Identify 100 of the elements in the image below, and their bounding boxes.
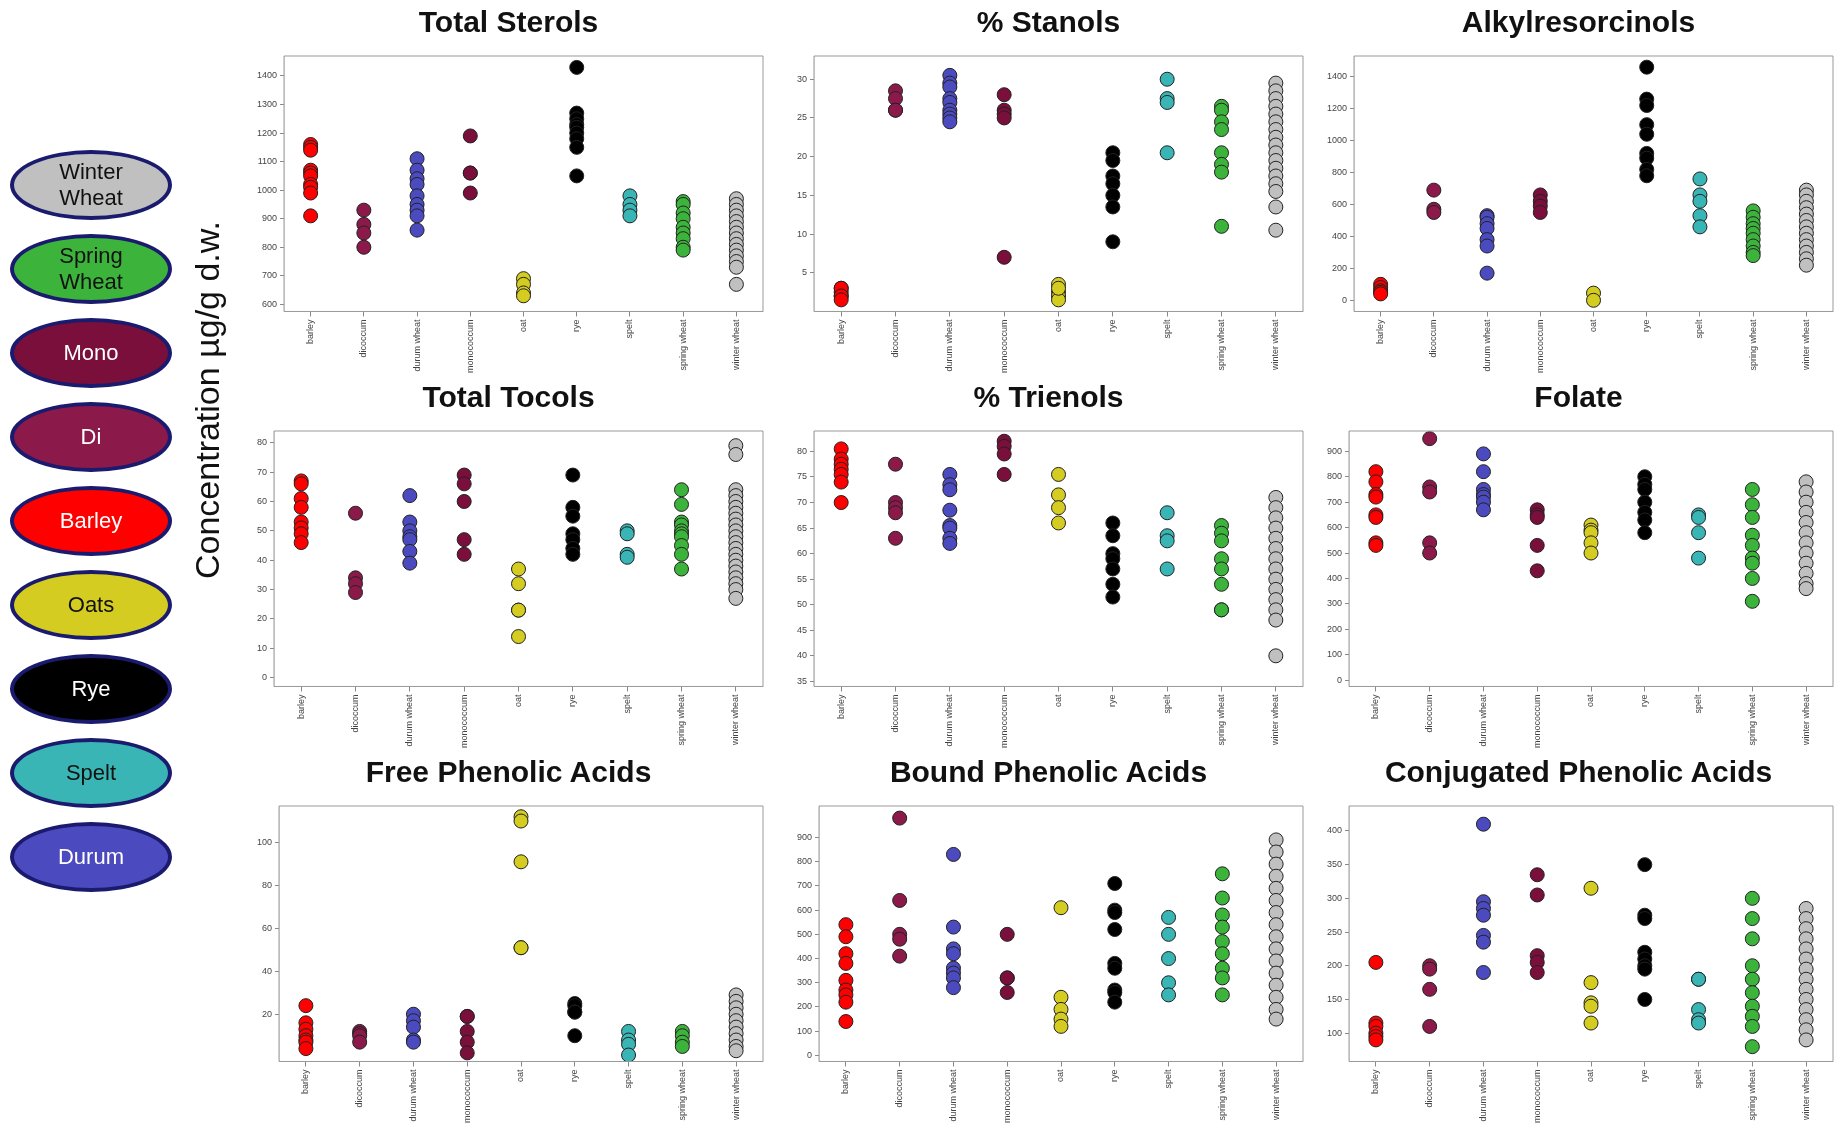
y-tick-label: 80 — [262, 879, 273, 890]
y-tick-label: 800 — [796, 856, 813, 867]
x-tick-label: oat — [1055, 1068, 1066, 1082]
x-tick-label: monococcum — [998, 694, 1009, 749]
x-tick-label: winter wheat — [1270, 1068, 1281, 1122]
y-tick-label: 50 — [257, 525, 268, 536]
x-tick-label: rye — [1107, 319, 1118, 332]
x-tick-label: monococcum — [1534, 319, 1545, 374]
text: Di — [79, 424, 103, 450]
y-tick-label: 700 — [261, 270, 278, 281]
text: Durum — [57, 844, 125, 870]
y-tick-label: 80 — [257, 437, 268, 448]
x-tick-label: monococcum — [1531, 694, 1542, 749]
y-tick-label: 100 — [796, 1025, 813, 1036]
x-tick-label: durum wheat — [404, 693, 415, 747]
x-tick-label: monococcum — [461, 1069, 472, 1124]
x-tick-label: spring wheat — [1215, 318, 1226, 371]
x-tick-label: dicoccum — [1428, 319, 1439, 358]
y-tick-label: 600 — [796, 904, 813, 915]
x-tick-label: winter wheat — [1800, 318, 1811, 372]
chart-title: % Trienols — [973, 380, 1124, 414]
x-tick-label: durum wheat — [407, 1068, 418, 1122]
y-tick-label: 600 — [261, 298, 278, 309]
y-tick-label: 80 — [797, 445, 808, 456]
x-tick-label: barley — [300, 1068, 311, 1094]
y-tick-label: 45 — [797, 624, 808, 635]
x-tick-label: rye — [1639, 694, 1650, 707]
x-tick-label: spring wheat — [1215, 693, 1226, 746]
y-tick-label: 800 — [1326, 471, 1343, 482]
y-tick-label: 700 — [1326, 496, 1343, 507]
y-tick-label: 150 — [1326, 993, 1343, 1004]
x-tick-label: spelt — [1161, 318, 1172, 339]
text: Barley — [58, 508, 124, 534]
x-tick-label: spelt — [621, 693, 632, 714]
x-tick-label: barley — [305, 318, 316, 344]
x-tick-label: barley — [1370, 693, 1381, 719]
x-tick-label: durum wheat — [1481, 318, 1492, 372]
x-tick-label: rye — [1107, 694, 1118, 707]
x-tick-label: oat — [1052, 693, 1063, 707]
x-tick-label: spelt — [1161, 693, 1172, 714]
chart-title: Folate — [1534, 380, 1623, 414]
x-tick-label: oat — [1585, 693, 1596, 707]
y-tick-label: 1100 — [257, 156, 278, 167]
y-tick-label: 400 — [796, 953, 813, 964]
y-tick-label: 70 — [797, 497, 808, 508]
x-tick-label: dicoccum — [889, 319, 900, 358]
y-tick-label: 20 — [797, 151, 808, 162]
y-tick-label: 600 — [1331, 198, 1348, 209]
x-tick-label: durum wheat — [1477, 693, 1488, 747]
x-tick-label: barley — [835, 318, 846, 344]
x-tick-label: spelt — [1693, 693, 1704, 714]
x-tick-label: dicoccum — [889, 694, 900, 733]
x-tick-label: winter wheat — [1800, 1068, 1811, 1122]
x-tick-label: rye — [569, 1069, 580, 1082]
x-tick-label: spring wheat — [1746, 1068, 1757, 1121]
y-tick-label: 300 — [1326, 598, 1343, 609]
y-tick-label: 1000 — [1326, 135, 1348, 146]
y-tick-label: 70 — [257, 466, 268, 477]
y-tick-label: 300 — [796, 977, 813, 988]
x-tick-label: winter wheat — [1270, 318, 1281, 372]
x-tick-label: winter wheat — [730, 1068, 741, 1122]
x-tick-label: spelt — [623, 1068, 634, 1089]
x-tick-label: spring wheat — [675, 693, 686, 746]
y-tick-label: 400 — [1326, 825, 1343, 836]
x-tick-label: spring wheat — [1216, 1068, 1227, 1121]
y-tick-label: 40 — [262, 965, 273, 976]
y-tick-label: 0 — [807, 1049, 813, 1060]
y-tick-label: 700 — [796, 880, 813, 891]
y-tick-label: 30 — [257, 584, 268, 595]
x-tick-label: rye — [1641, 319, 1652, 332]
y-tick-label: 250 — [1326, 926, 1343, 937]
chart-title: Total Sterols — [418, 5, 599, 39]
y-tick-label: 900 — [1326, 445, 1343, 456]
x-tick-label: winter wheat — [730, 693, 741, 747]
chart-title: Alkylresorcinols — [1461, 5, 1696, 39]
chart-title: Total Tocols — [422, 380, 595, 414]
y-tick-label: 35 — [797, 675, 808, 686]
y-tick-label: 500 — [796, 928, 813, 939]
x-tick-label: rye — [1109, 1069, 1120, 1082]
y-tick-label: 60 — [797, 548, 808, 559]
x-tick-label: durum wheat — [944, 318, 955, 372]
y-tick-label: 15 — [797, 189, 808, 200]
y-tick-label: 20 — [262, 1008, 273, 1019]
x-tick-label: dicoccum — [894, 1069, 905, 1108]
x-tick-label: dicoccum — [349, 694, 360, 733]
x-tick-label: spring wheat — [1746, 693, 1757, 746]
x-tick-label: oat — [518, 318, 528, 332]
y-tick-label: 1000 — [256, 184, 278, 195]
x-tick-label: oat — [515, 1068, 526, 1082]
x-tick-label: monococcum — [464, 319, 475, 374]
chart-title: Bound Phenolic Acids — [889, 755, 1208, 789]
chart-title: Free Phenolic Acids — [365, 755, 652, 789]
text: Winter Wheat — [58, 159, 124, 211]
x-tick-label: durum wheat — [411, 318, 422, 372]
y-tick-label: 900 — [796, 831, 813, 842]
x-tick-label: dicoccum — [1424, 1069, 1435, 1108]
x-tick-label: monococcum — [458, 694, 469, 749]
y-tick-label: 5 — [802, 267, 808, 278]
text: Rye — [70, 676, 112, 702]
y-tick-label: 900 — [261, 213, 278, 224]
